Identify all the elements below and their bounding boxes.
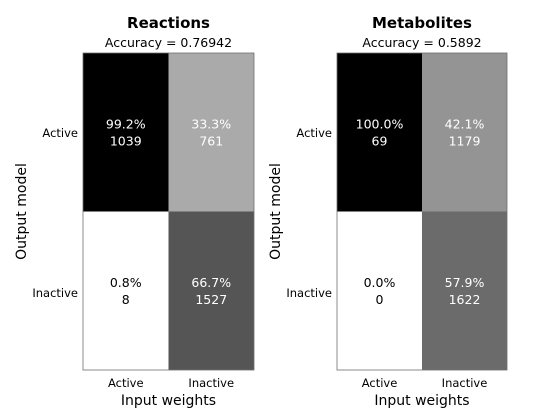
y-axis-label: Output model [268,163,284,260]
y-tick-label-inactive: Inactive [32,286,78,300]
cell-count-label: 8 [122,292,130,307]
x-axis-label: Input weights [374,393,469,409]
heatmap-cell [337,53,422,212]
chart-subtitle: Accuracy = 0.76942 [105,35,232,50]
cell-percent-label: 33.3% [191,116,231,131]
cell-percent-label: 42.1% [445,116,485,131]
cell-percent-label: 57.9% [445,275,485,290]
heatmap-cells: 99.2% 1039 33.3% 761 0.8% 8 66.7% 1527 [83,53,254,370]
x-tick-label-inactive: Inactive [442,376,488,390]
heatmap-cell [337,211,422,370]
y-tick-label-active: Active [42,126,78,140]
heatmap-cell [422,53,507,212]
panel-metabolites: Metabolites Accuracy = 0.5892 100.0% 69 42… [268,14,508,409]
cell-count-label: 761 [199,133,223,148]
y-tick-label-active: Active [296,126,332,140]
cell-percent-label: 0.8% [110,275,142,290]
x-tick-label-active: Active [362,376,398,390]
cell-count-label: 1039 [110,133,142,148]
chart-subtitle: Accuracy = 0.5892 [362,35,481,50]
heatmap-cells: 100.0% 69 42.1% 1179 0.0% 0 57.9% 1622 [337,53,507,370]
cell-percent-label: 100.0% [356,116,404,131]
cell-count-label: 1527 [195,292,227,307]
heatmap-cell [168,53,254,212]
x-axis-label: Input weights [121,393,216,409]
heatmap-cell [422,211,507,370]
cell-percent-label: 99.2% [106,116,146,131]
cell-count-label: 0 [376,292,384,307]
x-tick-label-inactive: Inactive [188,376,234,390]
cell-percent-label: 66.7% [191,275,231,290]
panel-reactions: Reactions Accuracy = 0.76942 99.2% 1039 33… [14,14,255,409]
plot-frame [336,52,508,371]
heatmap-cell [168,211,254,370]
y-tick-label-inactive: Inactive [286,286,332,300]
cell-count-label: 1179 [449,133,481,148]
chart-title: Metabolites [372,14,472,32]
cell-count-label: 1622 [449,292,481,307]
cell-percent-label: 0.0% [364,275,396,290]
heatmap-cell [83,211,169,370]
y-axis-label: Output model [14,163,30,260]
heatmap-cell [83,53,169,212]
cell-count-label: 69 [372,133,388,148]
x-tick-label-active: Active [108,376,144,390]
plot-frame [82,52,255,371]
chart-title: Reactions [127,14,210,32]
